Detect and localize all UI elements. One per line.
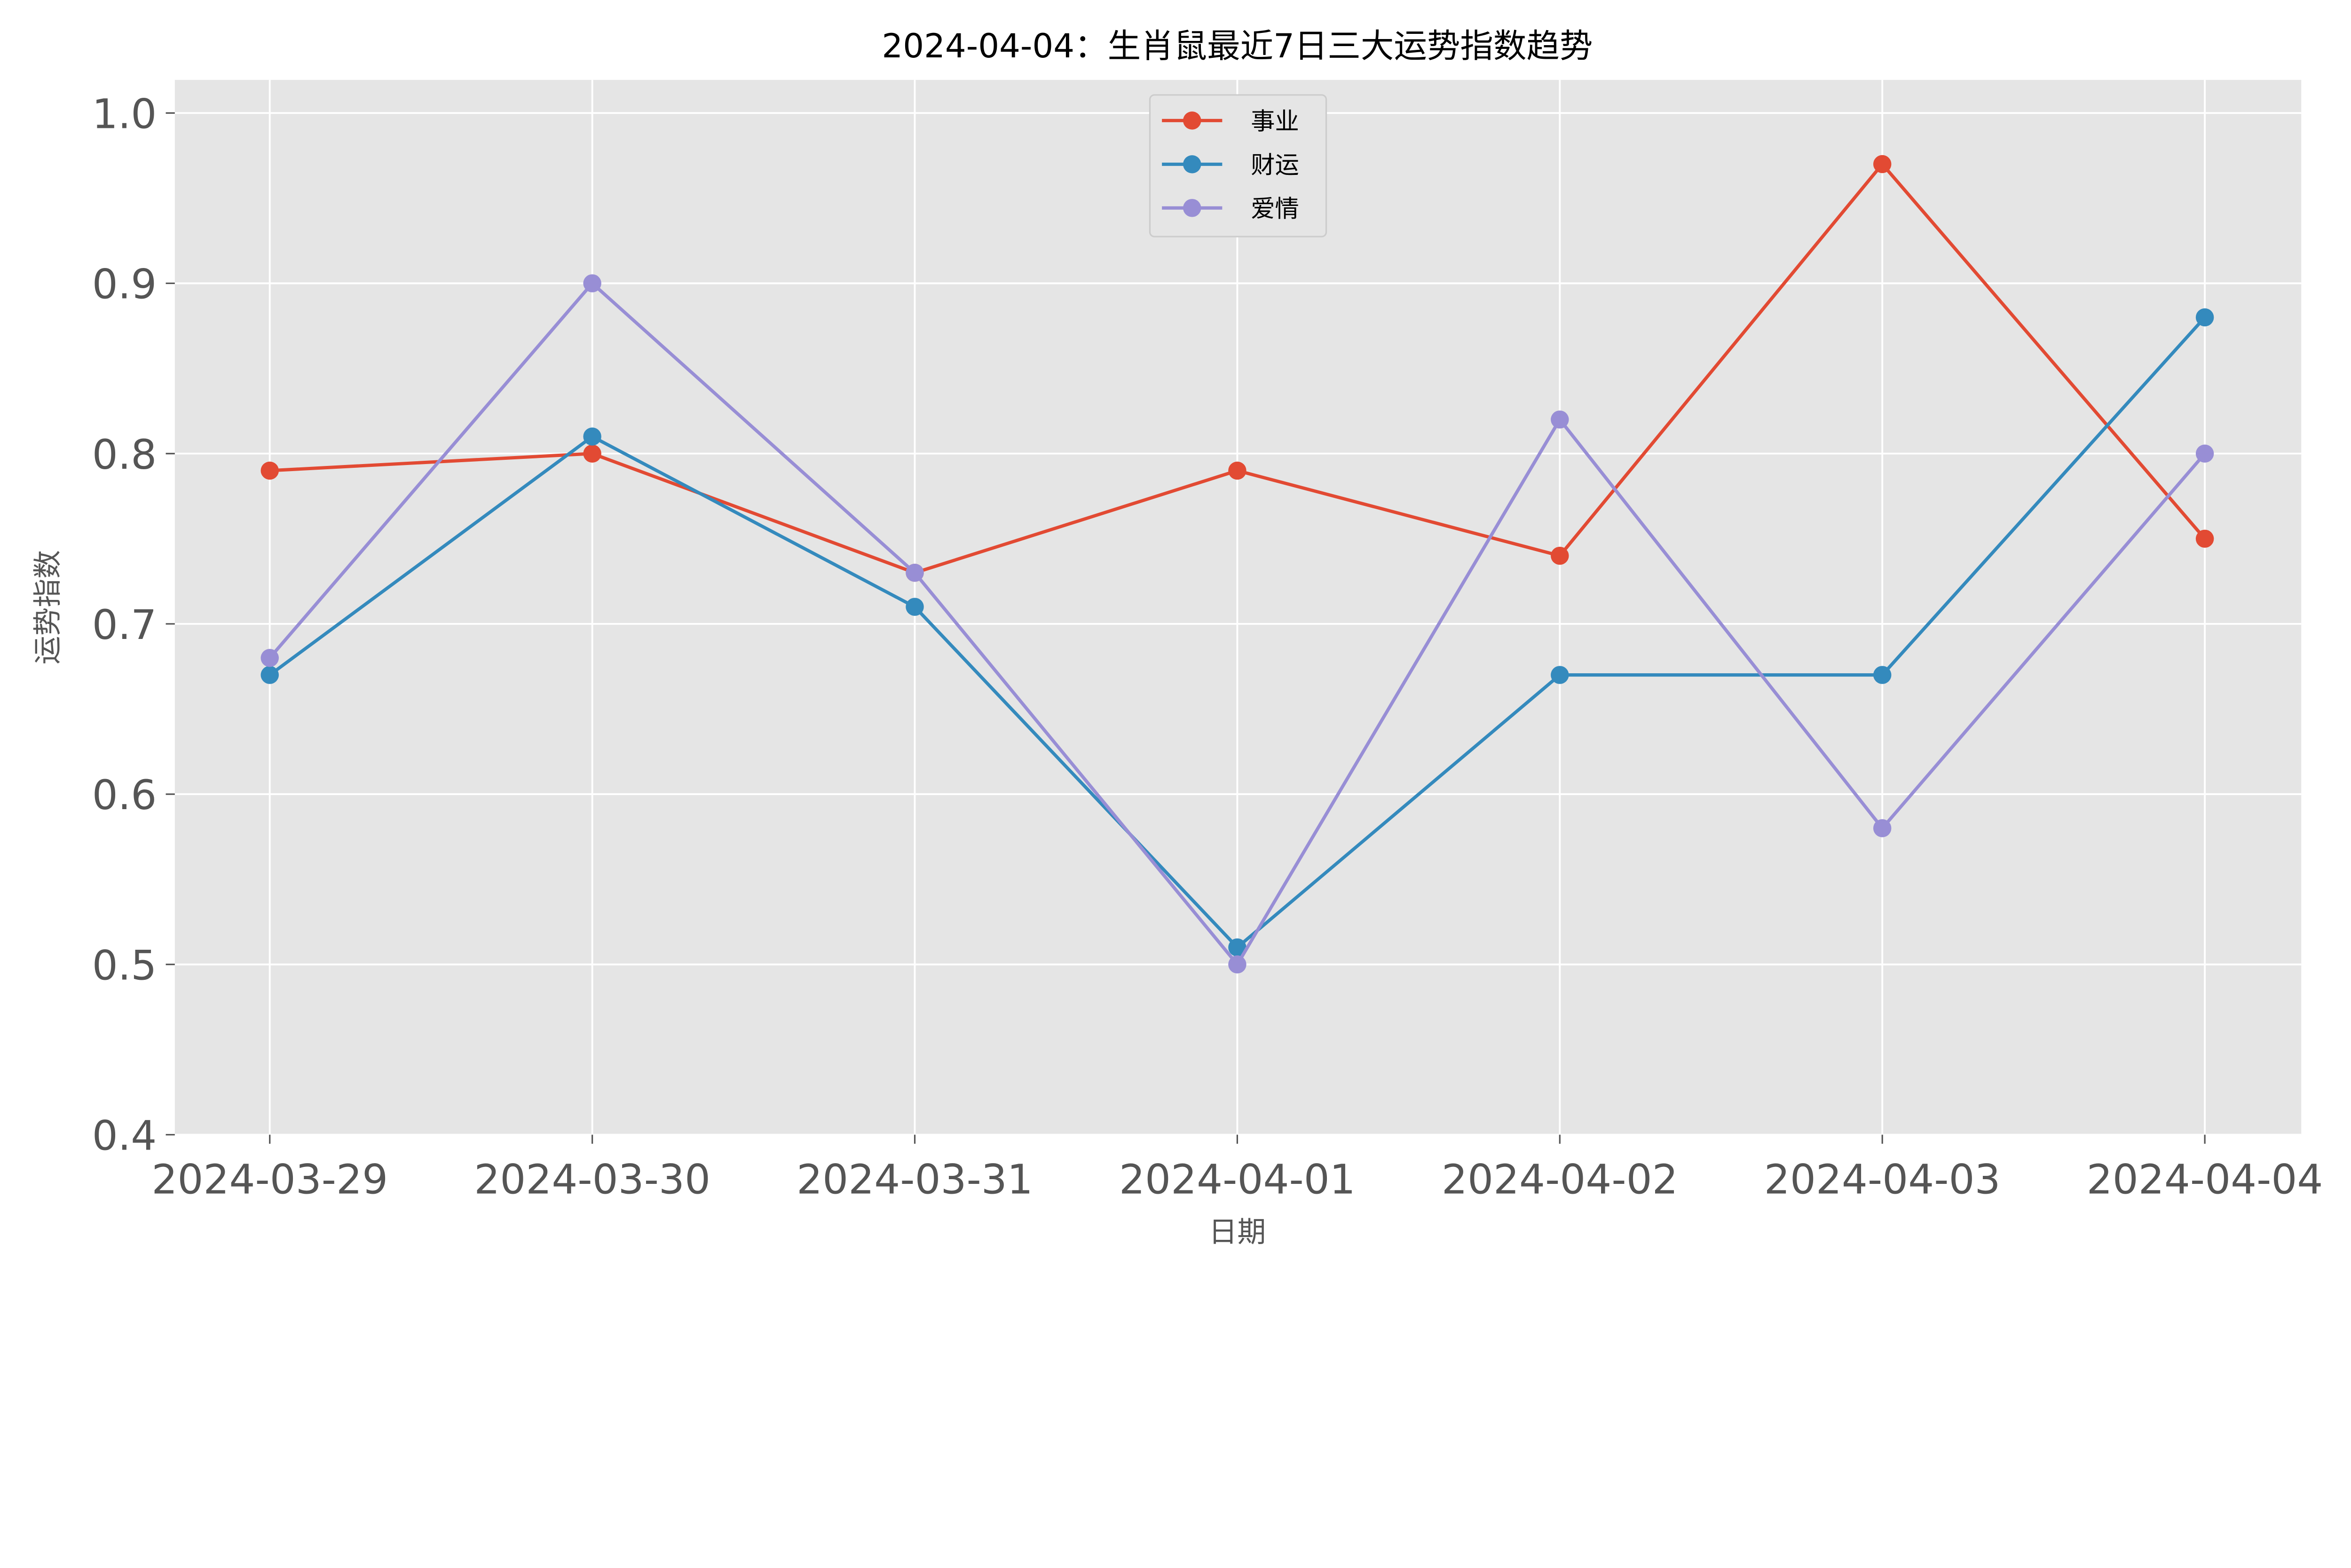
data-point: [1228, 938, 1247, 957]
y-tick-label: 0.4: [92, 1113, 157, 1160]
x-tick-label: 2024-04-02: [1442, 1156, 1678, 1203]
data-point: [260, 666, 279, 684]
series-2: [260, 308, 2214, 957]
data-point: [583, 427, 601, 446]
x-tick-label: 2024-03-29: [151, 1156, 388, 1203]
data-point: [583, 444, 601, 463]
data-point: [1551, 666, 1569, 684]
x-tick-label: 2024-03-31: [797, 1156, 1033, 1203]
series-group: [260, 155, 2214, 974]
y-tick-label: 0.8: [92, 432, 157, 479]
x-axis-label: 日期: [1209, 1215, 1266, 1249]
y-tick-label: 0.7: [92, 602, 157, 649]
data-point: [906, 564, 924, 582]
x-tick-label: 2024-03-30: [474, 1156, 710, 1203]
axis-ticks: 2024-03-29 2024-03-30 2024-03-31 2024-04-01…: [92, 91, 2323, 1203]
data-point: [583, 274, 601, 292]
y-tick-label: 0.6: [92, 772, 157, 819]
y-axis-label: 运势指数: [31, 550, 64, 665]
data-point: [906, 598, 924, 616]
legend-label: 财运: [1251, 151, 1299, 180]
data-point: [1228, 461, 1247, 480]
data-point: [1873, 155, 1892, 173]
data-point: [1873, 666, 1892, 684]
y-tick-label: 0.5: [92, 942, 157, 989]
data-point: [1228, 955, 1247, 974]
x-tick-label: 2024-04-01: [1119, 1156, 1356, 1203]
y-tick-label: 0.9: [92, 261, 157, 308]
legend-marker: [1183, 199, 1201, 217]
line-chart: 2024-04-04：生肖鼠最近7日三大运势指数趋势 2024-03-29 202…: [31, 27, 2323, 1249]
data-point: [2195, 308, 2214, 327]
y-tick-label: 1.0: [92, 91, 157, 138]
data-point: [2195, 444, 2214, 463]
series-1: [260, 155, 2214, 582]
legend-label: 爱情: [1251, 195, 1299, 223]
x-tick-label: 2024-04-04: [2087, 1156, 2323, 1203]
legend-marker: [1183, 155, 1201, 173]
legend-label: 事业: [1251, 108, 1299, 136]
data-point: [260, 461, 279, 480]
data-point: [1551, 410, 1569, 429]
data-point: [1873, 819, 1892, 837]
chart-title: 2024-04-04：生肖鼠最近7日三大运势指数趋势: [882, 27, 1593, 65]
data-point: [1551, 546, 1569, 565]
x-tick-label: 2024-04-03: [1764, 1156, 2001, 1203]
series-3: [260, 274, 2214, 974]
legend-marker: [1183, 111, 1201, 130]
data-point: [260, 649, 279, 667]
data-point: [2195, 529, 2214, 548]
